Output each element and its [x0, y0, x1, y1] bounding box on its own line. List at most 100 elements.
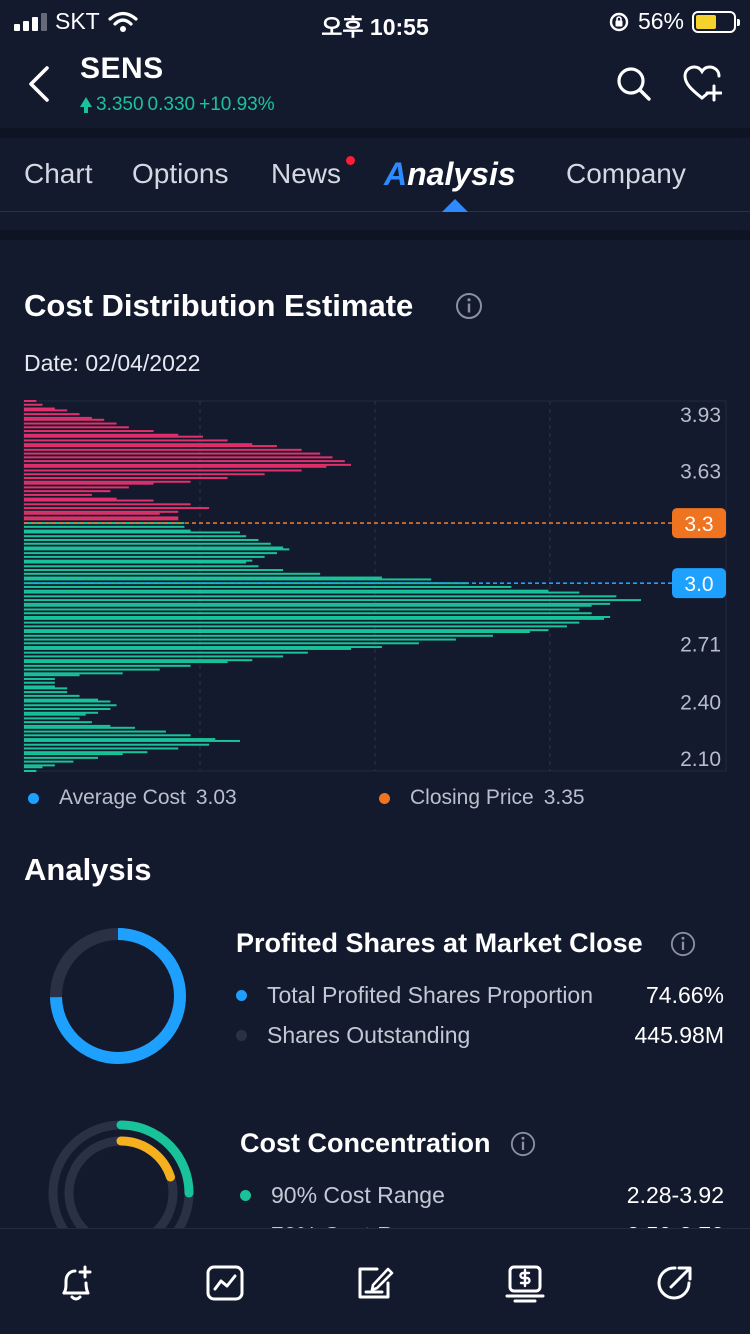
profited-proportion-label: Total Profited Shares Proportion [267, 982, 594, 1008]
distribution-bar [24, 499, 154, 502]
distribution-bar [24, 602, 611, 605]
distribution-bar [24, 708, 111, 711]
add-watchlist-heart-icon[interactable] [682, 64, 722, 104]
battery-icon [692, 10, 740, 33]
price-change: 0.330 [147, 94, 196, 115]
distribution-bar [24, 463, 352, 466]
info-icon[interactable] [455, 292, 483, 320]
tab-analysis-rest: nalysis [407, 156, 516, 192]
distribution-bar [24, 480, 191, 483]
distribution-bar [24, 456, 333, 459]
distribution-bar [24, 409, 68, 412]
chart-markers: 3.3 3.0 [24, 508, 726, 599]
chart-bars [24, 400, 641, 772]
distribution-bar [24, 612, 592, 615]
distribution-bar [24, 448, 302, 451]
tab-news[interactable]: News [271, 158, 342, 189]
trend-chart-icon[interactable] [205, 1263, 245, 1303]
distribution-bar [24, 473, 265, 476]
distribution-bar [24, 734, 191, 737]
distribution-bar [24, 668, 160, 671]
clock: 오후 10:55 [321, 14, 429, 40]
tab-options[interactable]: Options [132, 158, 229, 189]
average-cost-dot [28, 792, 39, 804]
distribution-bar [24, 617, 604, 620]
distribution-bar [24, 518, 179, 521]
note-edit-icon[interactable] [355, 1263, 395, 1303]
distribution-bar [24, 672, 123, 675]
distribution-bar [24, 756, 99, 759]
header-divider [0, 128, 750, 138]
distribution-bar [24, 546, 284, 549]
y-tick-label: 2.40 [680, 692, 721, 715]
distribution-bar [24, 418, 105, 421]
closing-price-marker-badge [672, 508, 726, 539]
distribution-bar [24, 717, 80, 720]
share-arrow-icon[interactable] [655, 1263, 695, 1303]
distribution-bar [24, 608, 580, 611]
back-icon[interactable] [22, 64, 58, 104]
distribution-bar [24, 433, 179, 436]
tab-chart[interactable]: Chart [24, 158, 93, 189]
distribution-bar [24, 659, 253, 662]
distribution-bar [24, 510, 179, 513]
average-cost-value: 3.03 [195, 786, 237, 809]
distribution-bar [24, 677, 55, 680]
distribution-bar [24, 711, 99, 714]
info-icon[interactable] [510, 1131, 536, 1157]
distribution-bar [24, 403, 43, 406]
wifi-icon [108, 11, 138, 32]
bell-plus-icon[interactable] [56, 1263, 96, 1303]
search-icon[interactable] [614, 64, 654, 104]
distribution-bar [24, 542, 271, 545]
distribution-bar [24, 565, 259, 568]
distribution-bar [24, 604, 592, 607]
distribution-bar [24, 439, 228, 442]
closing-price-dot [379, 792, 390, 804]
distribution-bar [24, 400, 37, 402]
analysis-section-title: Analysis [24, 852, 152, 887]
closing-price-marker-label: 3.3 [684, 513, 713, 536]
distribution-bar [24, 416, 92, 419]
up-arrow-icon [80, 97, 92, 113]
distribution-bar [24, 739, 240, 742]
distribution-bar [24, 585, 512, 588]
distribution-bar [24, 724, 111, 727]
distribution-bar [24, 538, 259, 541]
distribution-bar [24, 512, 160, 515]
cost-distribution-chart: 3.933.633.333.022.712.402.10 3.33.0 [23, 400, 727, 772]
tab-company[interactable]: Company [566, 158, 686, 189]
status-right: 56% [608, 8, 740, 35]
quote-header: SENS 3.350 0.330 +10.93% [0, 42, 750, 128]
dollar-ticket-icon[interactable] [505, 1263, 545, 1303]
distribution-bar [24, 445, 277, 448]
last-price: 3.350 [96, 94, 144, 115]
distribution-bar [24, 572, 321, 575]
cost-range-90-label: 90% Cost Range [271, 1182, 445, 1208]
distribution-bar [24, 576, 382, 579]
distribution-bar [24, 469, 302, 472]
cost-distribution-title: Cost Distribution Estimate [24, 288, 414, 323]
tab-analysis[interactable]: Analysis [384, 156, 516, 193]
profited-dot [236, 990, 247, 1001]
distribution-bar [24, 493, 92, 496]
distribution-bar [24, 766, 43, 769]
distribution-bar [24, 525, 185, 528]
info-icon[interactable] [670, 931, 696, 957]
cost-concentration-title: Cost Concentration [240, 1128, 491, 1158]
price-change-percent: +10.93% [199, 94, 275, 115]
distribution-bar [24, 698, 99, 701]
battery-percent: 56% [637, 8, 684, 34]
tab-analysis-initial: A [384, 156, 408, 192]
distribution-bar [24, 634, 493, 637]
distribution-bar [24, 760, 74, 763]
distribution-bar [24, 555, 265, 558]
distribution-bar [24, 713, 86, 716]
profited-proportion-value: 74.66% [645, 982, 724, 1008]
profited-shares-arc [50, 928, 186, 1064]
y-tick-label: 2.71 [680, 633, 721, 656]
distribution-bar [24, 529, 191, 532]
average-cost-label: Average Cost [59, 786, 186, 809]
shares-outstanding-label: Shares Outstanding [267, 1022, 471, 1048]
distribution-bar [24, 460, 345, 463]
